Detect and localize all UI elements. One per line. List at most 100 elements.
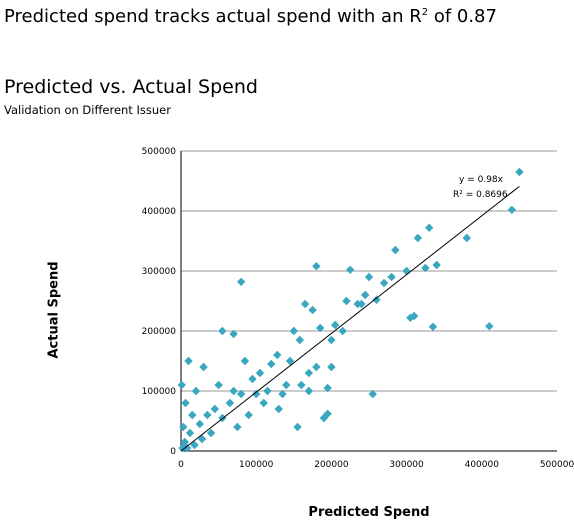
trendline-equation: y = 0.98x	[459, 175, 504, 185]
data-point	[252, 389, 261, 399]
data-point	[515, 167, 524, 177]
gridlines	[181, 150, 557, 392]
data-point	[293, 422, 302, 432]
data-point	[330, 320, 340, 330]
chart-subtitle: Validation on Different Issuer	[4, 103, 171, 117]
data-point	[295, 335, 305, 345]
y-tick-label: 200000	[142, 327, 177, 337]
data-point	[297, 380, 306, 390]
y-axis-label: Actual Spend	[46, 261, 62, 359]
x-tick-label: 100000	[239, 460, 274, 470]
x-tick-label: 300000	[389, 460, 424, 470]
data-point	[274, 404, 283, 414]
y-tick-label: 300000	[142, 267, 177, 277]
data-point	[304, 386, 314, 396]
axes	[180, 151, 557, 452]
x-axis-label: Predicted Spend	[308, 505, 430, 520]
data-point	[346, 265, 355, 274]
data-point	[229, 386, 238, 396]
data-point	[233, 422, 242, 432]
data-point	[240, 356, 250, 366]
x-tick-label: 200000	[314, 460, 349, 470]
data-point	[432, 260, 441, 270]
trendline-r2: R² = 0.8696	[453, 190, 508, 200]
data-point	[203, 410, 212, 420]
data-point	[218, 326, 227, 336]
data-point	[236, 277, 246, 286]
data-point	[406, 313, 415, 322]
data-point	[462, 233, 471, 243]
data-point	[338, 326, 347, 336]
data-point	[248, 374, 257, 384]
data-point	[206, 428, 216, 438]
data-point	[199, 362, 208, 372]
data-point	[485, 322, 494, 331]
y-tick-label: 0	[170, 447, 176, 457]
data-point	[259, 398, 268, 408]
headline-text: Predicted spend tracks actual spend with…	[4, 6, 422, 27]
data-point	[177, 380, 186, 390]
data-point	[319, 413, 329, 423]
y-tick-label: 100000	[142, 387, 177, 397]
data-point	[323, 383, 332, 393]
headline-text-end: of 0.87	[428, 6, 497, 27]
data-point	[225, 398, 235, 408]
trendline	[180, 186, 520, 452]
data-point	[308, 305, 317, 315]
data-points	[177, 167, 524, 453]
data-point	[342, 296, 351, 306]
x-tick-label: 400000	[465, 460, 500, 470]
data-point	[178, 443, 187, 453]
data-point	[179, 422, 188, 432]
data-point	[304, 368, 314, 378]
data-point	[285, 356, 295, 366]
data-point	[278, 389, 287, 399]
chart-title: Predicted vs. Actual Spend	[4, 76, 258, 98]
data-point	[267, 359, 276, 369]
data-point	[190, 440, 199, 450]
data-point	[327, 335, 336, 345]
data-point	[315, 323, 325, 333]
data-point	[327, 362, 336, 372]
data-point	[282, 380, 291, 390]
data-point	[255, 368, 265, 378]
data-point	[413, 233, 423, 243]
data-point	[387, 272, 396, 282]
data-point	[229, 329, 238, 339]
data-point	[421, 263, 430, 273]
data-point	[391, 245, 400, 255]
data-point	[244, 410, 253, 420]
data-point	[424, 223, 434, 232]
data-point	[428, 322, 438, 331]
data-point	[181, 398, 190, 408]
x-tick-labels: 0 100000 200000 300000 400000 500000	[178, 460, 574, 470]
data-point	[379, 278, 389, 288]
data-point	[188, 410, 197, 420]
data-point	[184, 356, 193, 366]
data-point	[312, 262, 321, 271]
data-point	[185, 428, 195, 438]
y-tick-label: 400000	[142, 207, 177, 217]
data-point	[368, 389, 377, 399]
data-point	[195, 419, 204, 429]
data-point	[507, 205, 517, 214]
data-point	[364, 272, 374, 282]
headline-superscript: 2	[421, 7, 429, 18]
data-point	[372, 295, 381, 304]
data-point	[210, 404, 220, 414]
data-point	[361, 290, 370, 300]
y-tick-label: 500000	[142, 147, 177, 157]
x-tick-label: 500000	[540, 460, 574, 470]
data-point	[236, 389, 246, 399]
data-point	[191, 386, 201, 396]
y-tick-labels: 0 100000 200000 300000 400000 500000	[142, 147, 177, 457]
data-point	[197, 434, 207, 444]
data-point	[402, 266, 411, 276]
data-point	[273, 350, 282, 360]
data-point	[289, 326, 298, 336]
data-point	[312, 362, 321, 372]
data-point	[263, 386, 272, 396]
headline: Predicted spend tracks actual spend with…	[4, 6, 497, 27]
data-point	[300, 299, 310, 309]
